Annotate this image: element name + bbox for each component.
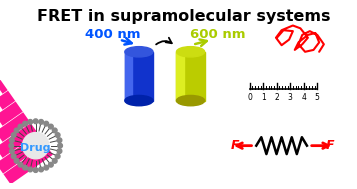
Circle shape — [57, 138, 62, 143]
Text: 400 nm: 400 nm — [85, 28, 140, 41]
Circle shape — [10, 138, 14, 143]
Text: 600 nm: 600 nm — [190, 28, 246, 41]
Text: 4: 4 — [301, 93, 306, 102]
Circle shape — [44, 121, 49, 126]
Circle shape — [23, 165, 27, 170]
Ellipse shape — [176, 95, 205, 106]
Text: FRET in supramolecular systems: FRET in supramolecular systems — [37, 9, 331, 24]
Text: 2: 2 — [274, 93, 279, 102]
Polygon shape — [176, 52, 205, 101]
Text: 5: 5 — [315, 93, 320, 102]
Text: Drug: Drug — [20, 143, 51, 153]
Circle shape — [58, 143, 62, 148]
Circle shape — [18, 124, 23, 129]
Circle shape — [39, 119, 44, 124]
Circle shape — [44, 165, 49, 170]
Circle shape — [57, 149, 62, 153]
Ellipse shape — [125, 95, 153, 106]
Circle shape — [33, 168, 38, 172]
Polygon shape — [125, 52, 153, 101]
Circle shape — [18, 162, 23, 167]
Circle shape — [49, 124, 53, 129]
Text: 1: 1 — [261, 93, 266, 102]
Circle shape — [49, 162, 53, 167]
Circle shape — [52, 159, 57, 163]
Polygon shape — [176, 52, 184, 101]
Circle shape — [52, 128, 57, 133]
Circle shape — [28, 167, 32, 172]
Circle shape — [55, 154, 60, 159]
Circle shape — [10, 149, 14, 153]
Circle shape — [33, 119, 38, 124]
Circle shape — [28, 119, 32, 124]
Circle shape — [11, 133, 16, 137]
Circle shape — [9, 143, 14, 148]
Polygon shape — [125, 52, 132, 101]
Circle shape — [14, 128, 19, 133]
Circle shape — [55, 133, 60, 137]
Ellipse shape — [125, 47, 153, 57]
Text: F: F — [326, 139, 334, 152]
Text: F: F — [231, 139, 239, 152]
Circle shape — [22, 132, 49, 159]
Circle shape — [14, 159, 19, 163]
Ellipse shape — [176, 47, 205, 57]
Text: 3: 3 — [288, 93, 293, 102]
Circle shape — [23, 121, 27, 126]
Text: 0: 0 — [247, 93, 252, 102]
Circle shape — [11, 154, 16, 159]
Circle shape — [39, 167, 44, 172]
